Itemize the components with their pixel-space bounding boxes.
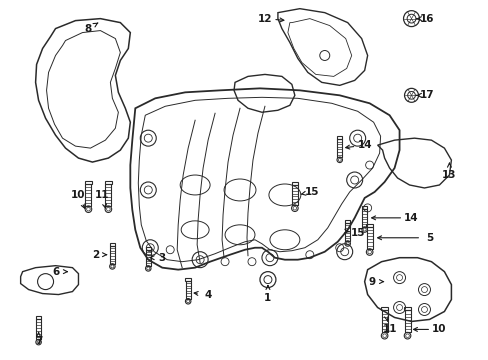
Bar: [345, 223, 349, 241]
Text: 11: 11: [95, 190, 109, 200]
Bar: [362, 209, 366, 227]
Text: 10: 10: [71, 190, 85, 200]
Text: 9: 9: [367, 276, 374, 287]
Text: 10: 10: [431, 324, 446, 334]
Text: 14: 14: [404, 213, 418, 223]
Bar: [337, 139, 342, 157]
Bar: [145, 250, 150, 266]
Text: 3: 3: [158, 253, 165, 263]
Text: 15: 15: [350, 228, 364, 238]
Bar: [404, 310, 410, 332]
Text: 5: 5: [425, 233, 432, 243]
Bar: [336, 136, 342, 139]
Text: 17: 17: [419, 90, 434, 100]
Bar: [85, 184, 91, 206]
Bar: [105, 181, 111, 184]
Bar: [366, 227, 372, 249]
Text: 11: 11: [382, 324, 396, 334]
Text: 15: 15: [304, 187, 318, 197]
Bar: [36, 316, 41, 319]
Text: 8: 8: [84, 24, 92, 33]
Text: 7: 7: [35, 336, 42, 346]
Bar: [185, 280, 190, 298]
Text: 6: 6: [52, 267, 59, 276]
Bar: [36, 319, 41, 339]
Bar: [109, 243, 115, 246]
Bar: [185, 278, 190, 280]
Text: 2: 2: [92, 250, 99, 260]
Text: 1: 1: [264, 293, 271, 302]
Text: 16: 16: [419, 14, 434, 24]
Bar: [344, 220, 350, 223]
Bar: [110, 246, 115, 264]
Bar: [366, 224, 372, 227]
Bar: [361, 206, 366, 209]
Bar: [105, 184, 111, 206]
Text: 14: 14: [357, 140, 371, 150]
Bar: [85, 181, 92, 184]
Bar: [145, 247, 151, 250]
Text: 12: 12: [257, 14, 272, 24]
Bar: [381, 310, 387, 332]
Bar: [291, 182, 298, 185]
Text: 13: 13: [441, 170, 456, 180]
Bar: [291, 185, 297, 205]
Text: 4: 4: [204, 289, 211, 300]
Bar: [404, 307, 410, 310]
Bar: [381, 307, 387, 310]
